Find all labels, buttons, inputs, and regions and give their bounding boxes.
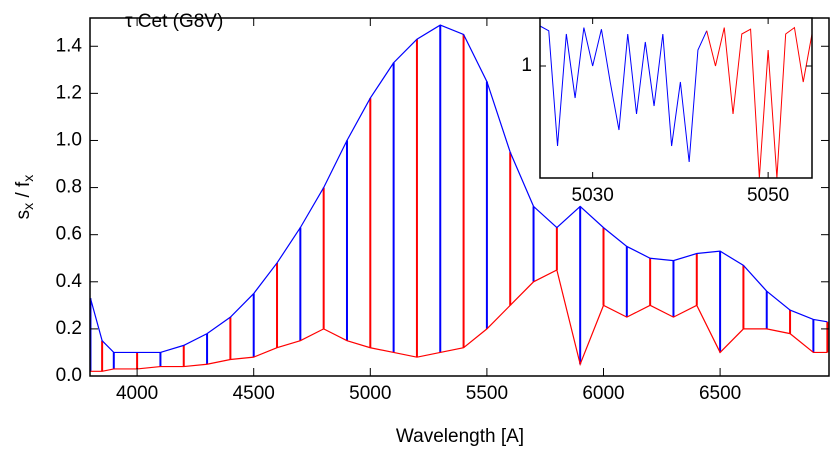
y-tick-label: 0.2 [56, 318, 82, 339]
y-label-part: s [13, 210, 34, 220]
y-label-part: x [20, 203, 36, 210]
y-label-part: x [20, 175, 36, 182]
spectrum-line [539, 25, 708, 163]
x-axis-label: Wavelength [A] [396, 426, 524, 447]
chart-title: τ Cet (G8V) [125, 11, 223, 32]
plot-frame [539, 17, 813, 179]
x-tick-label: 5030 [572, 185, 614, 206]
plot-frame [89, 17, 830, 377]
x-tick-label: 4500 [233, 383, 275, 404]
spectrum-line [90, 269, 828, 372]
y-tick-label: 1.0 [56, 129, 82, 150]
y-axis-label: sx / fx [13, 175, 36, 220]
x-tick-label: 4000 [116, 383, 158, 404]
y-tick-label: 1 [521, 55, 532, 76]
y-tick-label: 1.2 [56, 82, 82, 103]
y-tick-label: 0.4 [56, 271, 83, 292]
x-tick-label: 5050 [747, 185, 789, 206]
y-tick-label: 0.8 [56, 177, 82, 198]
x-tick-label: 6500 [699, 383, 741, 404]
x-tick-label: 5500 [466, 383, 508, 404]
x-tick-label: 5000 [349, 383, 391, 404]
y-tick-label: 0.6 [56, 224, 82, 245]
x-tick-label: 6000 [582, 383, 624, 404]
y-tick-label: 0.0 [56, 365, 82, 386]
inset-background [540, 18, 812, 178]
y-label-part: / f [13, 181, 34, 203]
y-tick-label: 1.4 [56, 35, 83, 56]
spectrum-line [89, 24, 828, 354]
